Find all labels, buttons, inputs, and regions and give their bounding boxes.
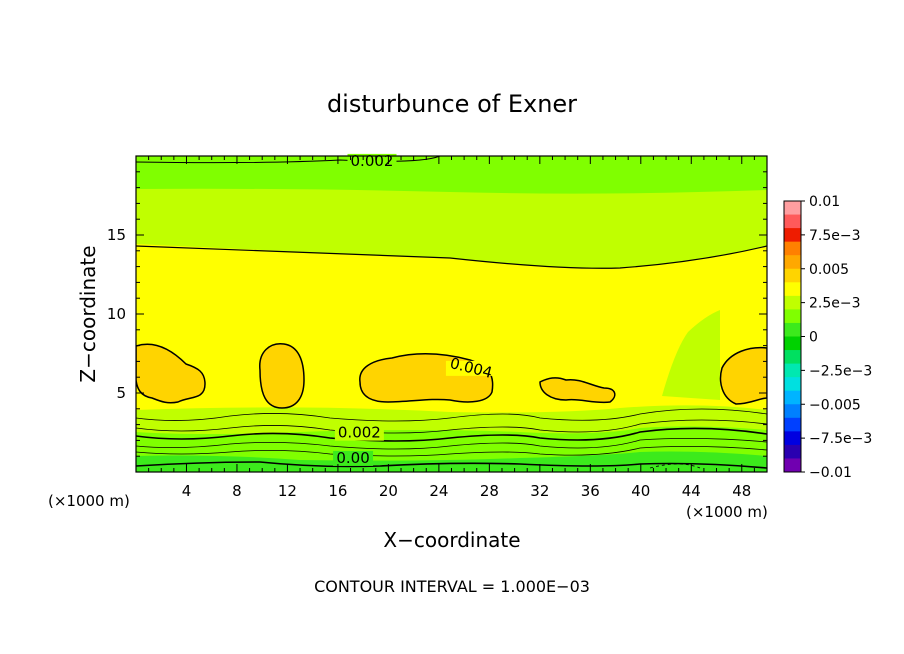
- colorbar-swatch: [784, 350, 801, 365]
- colorbar-swatch: [784, 241, 801, 256]
- blob-x48: [719, 346, 767, 405]
- y-tick-label: 15: [107, 226, 126, 244]
- colorbar-tick-label: −0.01: [809, 465, 852, 481]
- x-tick-label: 4: [182, 482, 192, 500]
- contour-fill: [136, 156, 767, 472]
- blob-x12: [259, 343, 305, 409]
- x-tick-label: 44: [682, 482, 701, 500]
- colorbar-swatch: [784, 377, 801, 392]
- colorbar-swatch: [784, 404, 801, 419]
- contour-line-003: [136, 245, 767, 269]
- colorbar-swatch: [784, 363, 801, 378]
- x-axis-title: X−coordinate: [383, 528, 520, 552]
- colorbar-tick-label: 7.5e−3: [809, 228, 861, 244]
- colorbar-swatch: [784, 214, 801, 229]
- colorbar-tick-label: −0.005: [809, 397, 861, 413]
- x-unit-label-left: (×1000 m): [48, 492, 130, 510]
- colorbar-swatch: [784, 255, 801, 270]
- x-tick-label: 8: [232, 482, 242, 500]
- contour-line-002-top: [136, 156, 441, 164]
- colorbar-swatch: [784, 336, 801, 351]
- colorbar-swatch: [784, 228, 801, 243]
- y-axis-title: Z−coordinate: [76, 245, 100, 382]
- colorbar-swatch: [784, 431, 801, 446]
- band-yellow-notch: [662, 310, 720, 400]
- colorbar-swatch: [784, 417, 801, 432]
- contour-label: 0.002: [351, 152, 394, 170]
- x-tick-label: 48: [732, 482, 751, 500]
- colorbar-swatch: [784, 444, 801, 459]
- colorbar-swatch: [784, 201, 801, 216]
- x-tick-label: 40: [631, 482, 650, 500]
- contour-label-bg: [334, 425, 384, 441]
- x-axis: 4 8 12 16 20 24 28 32 36 40 44 48: [148, 156, 755, 500]
- contour-label-bg: [445, 360, 495, 376]
- contour-label: 0.002: [338, 424, 381, 442]
- colorbar-swatch: [784, 458, 801, 473]
- colorbar-swatch: [784, 268, 801, 283]
- colorbar-tick-label: 0: [809, 330, 818, 346]
- band-bottom-green: [136, 451, 767, 472]
- y-tick-label: 5: [116, 384, 126, 402]
- chart-title: disturbunce of Exner: [327, 90, 577, 118]
- colorbar-swatch: [784, 295, 801, 310]
- y-axis: 5 10 15: [107, 171, 767, 457]
- x-tick-label: 32: [530, 482, 549, 500]
- colorbar-tick-label: −7.5e−3: [809, 431, 872, 447]
- colorbar-tick-label: 0.005: [809, 262, 849, 278]
- contour-label-bg: [347, 153, 397, 169]
- x-unit-label-right: (×1000 m): [686, 503, 768, 521]
- blob-x2: [136, 343, 206, 404]
- contour-line-002: [136, 427, 767, 442]
- colorbar-tick-label: 2.5e−3: [809, 296, 861, 312]
- contour-line-lower-a: [136, 408, 767, 422]
- contour-line-000: [136, 461, 767, 469]
- colorbar: 0.01 7.5e−3 0.005 2.5e−3 0 −2.5e−3 −0.005 −7.5e…: [783, 194, 872, 481]
- colorbar-swatch: [784, 282, 801, 297]
- colorbar-tick-label: −2.5e−3: [809, 363, 872, 379]
- contour-line-lower-c: [136, 438, 767, 450]
- x-tick-label: 12: [278, 482, 297, 500]
- colorbar-swatch: [784, 309, 801, 324]
- x-tick-label: 20: [379, 482, 398, 500]
- contour-label: 0.00: [336, 449, 369, 467]
- colorbar-tick-label: 0.01: [809, 194, 840, 210]
- y-tick-label: 10: [107, 305, 126, 323]
- colorbar-swatch: [784, 390, 801, 405]
- band-upper-green: [136, 156, 767, 194]
- x-tick-label: 16: [328, 482, 347, 500]
- contour-line-lower-b: [136, 419, 767, 434]
- contour-interval-note: CONTOUR INTERVAL = 1.000E−03: [314, 577, 590, 596]
- contour-line-lower-d: [136, 446, 767, 457]
- blob-x34: [539, 377, 616, 404]
- x-tick-label: 24: [429, 482, 448, 500]
- x-tick-label: 28: [480, 482, 499, 500]
- contour-label-bg: [333, 450, 374, 466]
- colorbar-swatch: [784, 322, 801, 337]
- x-tick-label: 36: [581, 482, 600, 500]
